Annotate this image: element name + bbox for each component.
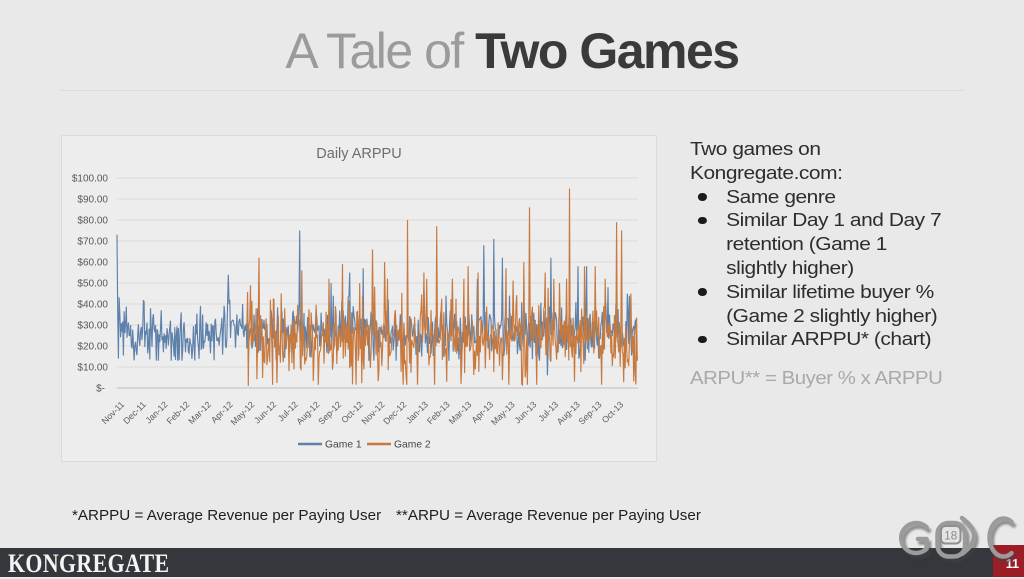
svg-text:Game 1: Game 1 xyxy=(325,440,362,451)
svg-text:Jun-12: Jun-12 xyxy=(252,399,278,425)
svg-text:Aug-13: Aug-13 xyxy=(555,399,582,426)
svg-text:Dec-12: Dec-12 xyxy=(381,399,408,426)
svg-text:Dec-11: Dec-11 xyxy=(121,399,148,426)
svg-text:$60.00: $60.00 xyxy=(77,258,108,269)
svg-text:Mar-12: Mar-12 xyxy=(186,399,213,426)
svg-text:Feb-12: Feb-12 xyxy=(165,399,192,426)
svg-text:May-12: May-12 xyxy=(229,399,257,427)
svg-text:May-13: May-13 xyxy=(489,399,517,427)
svg-text:$50.00: $50.00 xyxy=(77,279,108,290)
svg-text:$20.00: $20.00 xyxy=(77,342,108,353)
svg-text:Oct-13: Oct-13 xyxy=(600,399,626,425)
svg-text:Sep-12: Sep-12 xyxy=(316,399,343,426)
svg-text:$30.00: $30.00 xyxy=(77,321,108,332)
svg-text:18: 18 xyxy=(944,531,957,543)
svg-text:$90.00: $90.00 xyxy=(77,195,108,206)
svg-text:Feb-13: Feb-13 xyxy=(425,399,452,426)
svg-text:Daily ARPPU: Daily ARPPU xyxy=(316,146,401,162)
svg-text:$-: $- xyxy=(96,384,105,395)
svg-text:Game 2: Game 2 xyxy=(394,440,431,451)
svg-text:Nov-12: Nov-12 xyxy=(359,399,386,426)
svg-text:$40.00: $40.00 xyxy=(77,300,108,311)
svg-text:Nov-11: Nov-11 xyxy=(100,399,127,426)
svg-text:$10.00: $10.00 xyxy=(77,363,108,374)
svg-text:Sep-13: Sep-13 xyxy=(576,399,603,426)
svg-text:$80.00: $80.00 xyxy=(77,216,108,227)
svg-text:$100.00: $100.00 xyxy=(72,174,109,185)
svg-text:Jun-13: Jun-13 xyxy=(512,399,538,425)
svg-text:Mar-13: Mar-13 xyxy=(447,399,474,426)
svg-text:Aug-12: Aug-12 xyxy=(294,399,321,426)
svg-text:$70.00: $70.00 xyxy=(77,237,108,248)
